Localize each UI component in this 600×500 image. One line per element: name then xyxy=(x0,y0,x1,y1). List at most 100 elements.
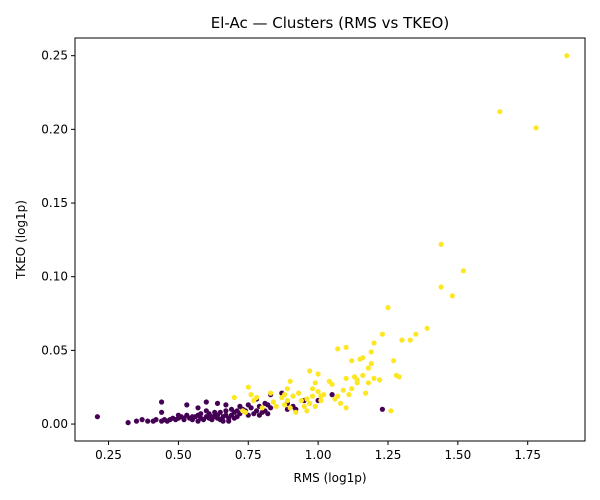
data-point-cluster-0 xyxy=(159,409,165,415)
data-point-cluster-1 xyxy=(346,392,352,398)
data-point-cluster-1 xyxy=(424,325,430,331)
data-point-cluster-1 xyxy=(290,393,296,399)
data-point-cluster-1 xyxy=(273,403,279,409)
y-tick-label: 0.05 xyxy=(41,343,68,357)
data-point-cluster-1 xyxy=(388,408,394,414)
x-axis: 0.25 0.50 0.75 1.00 1.25 1.50 1.75 xyxy=(95,441,541,462)
data-point-cluster-1 xyxy=(349,386,355,392)
data-point-cluster-1 xyxy=(293,409,299,415)
data-point-cluster-1 xyxy=(309,393,316,399)
y-tick-label: 0.20 xyxy=(41,122,68,136)
data-point-cluster-1 xyxy=(304,408,310,414)
data-point-cluster-1 xyxy=(307,368,313,374)
data-point-cluster-1 xyxy=(413,331,419,337)
data-point-cluster-1 xyxy=(248,392,254,398)
data-point-cluster-1 xyxy=(343,375,349,381)
data-point-cluster-0 xyxy=(159,399,165,405)
data-point-cluster-1 xyxy=(438,241,444,247)
x-tick-label: 0.75 xyxy=(235,448,262,462)
data-point-cluster-1 xyxy=(365,380,371,386)
data-point-cluster-1 xyxy=(438,284,444,290)
data-point-cluster-1 xyxy=(282,392,288,398)
data-point-cluster-0 xyxy=(254,408,260,414)
data-point-cluster-1 xyxy=(385,305,391,311)
data-point-cluster-1 xyxy=(360,355,366,361)
data-point-cluster-1 xyxy=(335,393,341,399)
x-axis-label: RMS (log1p) xyxy=(293,471,366,485)
data-point-cluster-1 xyxy=(312,380,318,386)
data-point-cluster-0 xyxy=(223,408,229,414)
data-point-cluster-1 xyxy=(360,372,366,378)
data-point-cluster-1 xyxy=(315,389,321,395)
data-point-cluster-1 xyxy=(497,109,503,115)
y-axis: 0.00 0.05 0.10 0.15 0.20 0.25 xyxy=(41,49,75,431)
data-point-cluster-1 xyxy=(284,386,290,392)
data-point-cluster-1 xyxy=(337,400,344,406)
data-point-cluster-1 xyxy=(321,392,327,398)
data-point-cluster-1 xyxy=(312,403,318,409)
x-tick-label: 0.25 xyxy=(95,448,122,462)
data-point-cluster-0 xyxy=(181,417,187,423)
x-tick-label: 0.50 xyxy=(165,448,192,462)
data-point-cluster-1 xyxy=(287,405,293,411)
x-tick-label: 1.25 xyxy=(375,448,402,462)
data-point-cluster-1 xyxy=(298,397,304,404)
data-point-cluster-1 xyxy=(343,344,349,350)
data-point-cluster-0 xyxy=(220,418,226,424)
data-point-cluster-1 xyxy=(307,400,313,406)
data-point-cluster-1 xyxy=(282,402,288,408)
plot-frame xyxy=(74,37,586,442)
data-point-cluster-1 xyxy=(399,337,405,343)
data-point-cluster-1 xyxy=(287,378,293,384)
data-point-cluster-1 xyxy=(407,337,413,343)
data-point-cluster-1 xyxy=(268,390,274,396)
data-point-cluster-0 xyxy=(198,411,204,417)
data-point-cluster-1 xyxy=(343,405,349,411)
data-point-cluster-1 xyxy=(301,403,307,409)
data-point-cluster-1 xyxy=(533,125,539,131)
y-tick-label: 0.15 xyxy=(41,196,68,210)
data-point-cluster-0 xyxy=(265,411,271,417)
data-point-cluster-1 xyxy=(254,394,260,401)
data-point-cluster-1 xyxy=(371,340,377,346)
data-point-cluster-1 xyxy=(371,375,377,381)
data-point-cluster-0 xyxy=(184,402,190,408)
data-point-cluster-1 xyxy=(329,381,335,387)
data-point-cluster-0 xyxy=(214,400,221,406)
data-point-cluster-0 xyxy=(139,417,145,423)
data-point-cluster-1 xyxy=(379,331,385,337)
data-point-cluster-0 xyxy=(94,414,100,420)
data-point-cluster-1 xyxy=(340,387,346,393)
x-tick-label: 1.50 xyxy=(444,448,471,462)
data-point-cluster-0 xyxy=(145,418,151,424)
y-tick-label: 0.10 xyxy=(41,270,68,284)
data-point-cluster-1 xyxy=(309,386,316,392)
data-point-cluster-0 xyxy=(203,399,209,405)
data-point-cluster-1 xyxy=(259,405,265,411)
data-point-cluster-0 xyxy=(226,418,232,424)
x-tick-label: 1.00 xyxy=(305,448,332,462)
data-point-cluster-0 xyxy=(133,418,140,424)
data-point-cluster-0 xyxy=(268,405,274,411)
data-point-cluster-1 xyxy=(231,394,237,401)
data-point-cluster-0 xyxy=(223,402,229,408)
data-point-cluster-0 xyxy=(195,405,201,411)
data-point-cluster-1 xyxy=(460,268,466,274)
data-point-cluster-0 xyxy=(125,420,131,426)
data-point-cluster-0 xyxy=(217,409,223,415)
data-point-cluster-1 xyxy=(391,358,397,364)
data-point-cluster-1 xyxy=(315,371,321,377)
data-point-cluster-0 xyxy=(248,405,254,411)
data-point-cluster-1 xyxy=(396,374,402,380)
points-layer xyxy=(94,53,570,426)
data-point-cluster-1 xyxy=(296,390,302,396)
data-point-cluster-0 xyxy=(329,392,335,398)
data-point-cluster-1 xyxy=(368,361,374,367)
data-point-cluster-0 xyxy=(379,406,385,412)
x-tick-label: 1.75 xyxy=(514,448,541,462)
data-point-cluster-1 xyxy=(242,409,249,415)
y-tick-label: 0.00 xyxy=(41,417,68,431)
data-point-cluster-1 xyxy=(270,399,276,405)
